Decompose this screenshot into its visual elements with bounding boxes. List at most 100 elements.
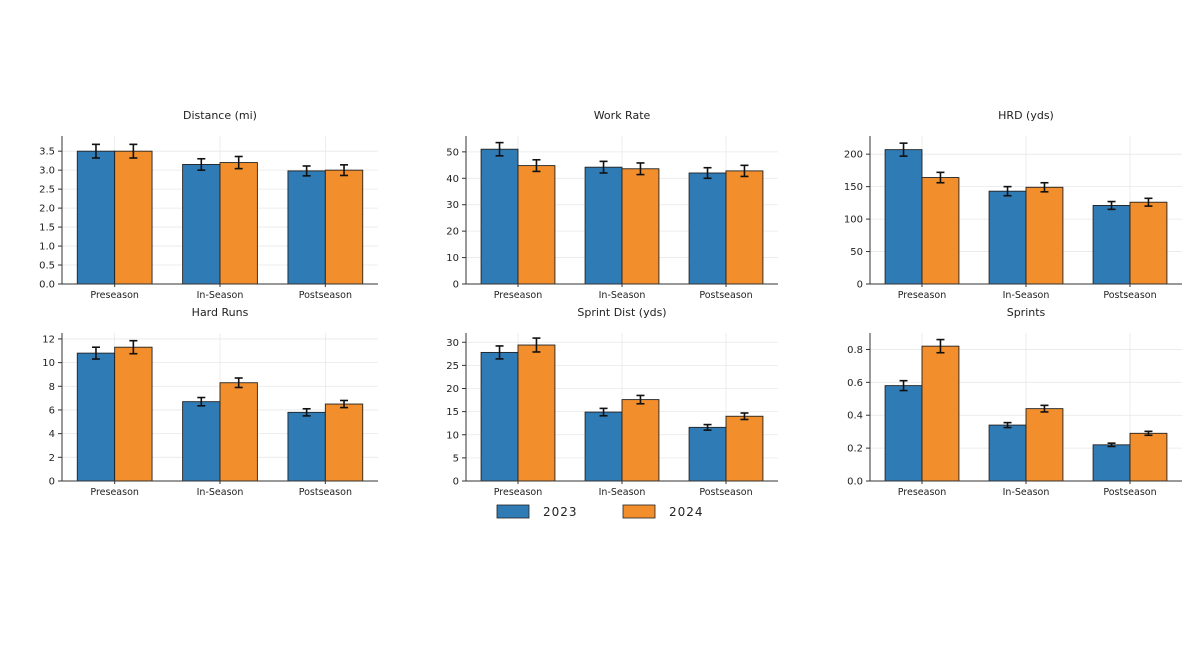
y-tick-label: 12 <box>42 334 55 345</box>
y-tick-label: 50 <box>850 247 863 258</box>
bar-2024-preseason <box>921 345 960 482</box>
bar-2024-postseason <box>725 170 764 285</box>
x-tick-label: Preseason <box>494 290 543 301</box>
bar-2023-in-season <box>182 164 221 285</box>
y-tick-label: 50 <box>446 147 459 158</box>
y-tick-label: 10 <box>446 430 459 441</box>
bar-2023-postseason <box>1092 205 1131 285</box>
chart-panel: 0 2 4 6 8 10 12 Preseason In-Season Postseason Har… <box>42 306 378 498</box>
legend-swatch-2024 <box>622 504 656 519</box>
y-tick-label: 0.5 <box>39 261 55 272</box>
bar-2024-preseason <box>517 344 556 482</box>
bar-2023-preseason <box>884 385 923 482</box>
bar-2023-postseason <box>287 170 326 285</box>
bar-2024-postseason <box>324 403 364 482</box>
bar-2023-in-season <box>584 166 623 285</box>
chart-panel: 0 5 10 15 20 25 30 Preseason In-Season Postseason… <box>446 306 778 498</box>
y-tick-label: 30 <box>446 200 459 211</box>
x-tick-label: Preseason <box>494 487 543 498</box>
x-tick-label: Preseason <box>898 290 947 301</box>
x-tick-label: Postseason <box>299 290 352 301</box>
x-tick-label: In-Season <box>1003 290 1050 301</box>
bar-2024-in-season <box>621 399 660 482</box>
chart-panel: 0.0 0.2 0.4 0.6 0.8 Preseason In-Season Postsea… <box>847 306 1182 498</box>
bar-2023-in-season <box>584 411 623 482</box>
y-tick-label: 2.5 <box>39 185 55 196</box>
legend: 2023 2024 <box>496 504 704 519</box>
y-tick-label: 2 <box>49 453 55 464</box>
bar-2024-preseason <box>921 177 960 285</box>
legend-swatch-2023 <box>496 504 530 519</box>
y-tick-label: 0.0 <box>39 280 55 291</box>
x-tick-label: Postseason <box>699 290 752 301</box>
y-tick-label: 150 <box>844 182 863 193</box>
y-tick-label: 0 <box>453 477 459 488</box>
x-tick-label: In-Season <box>197 290 244 301</box>
bar-2024-preseason <box>114 150 153 285</box>
x-tick-label: Postseason <box>699 487 752 498</box>
bar-2024-in-season <box>1025 408 1064 482</box>
bar-2024-postseason <box>1129 201 1168 285</box>
x-tick-label: In-Season <box>1003 487 1050 498</box>
chart-panels: 0.0 0.5 1.0 1.5 2.0 2.5 3.0 3.5 Preseason In-Seas… <box>39 109 1182 498</box>
y-tick-label: 4 <box>49 429 55 440</box>
y-tick-label: 2.0 <box>39 204 55 215</box>
bar-2024-in-season <box>621 168 660 285</box>
x-tick-label: Postseason <box>1103 487 1156 498</box>
x-tick-label: Preseason <box>90 487 139 498</box>
bar-2023-postseason <box>287 411 326 482</box>
bar-2023-preseason <box>480 148 519 285</box>
y-tick-label: 0 <box>857 280 863 291</box>
y-tick-label: 0 <box>453 280 459 291</box>
y-tick-label: 10 <box>42 358 55 369</box>
x-tick-label: Preseason <box>90 290 139 301</box>
chart-panel: 0 10 20 30 40 50 Preseason In-Season Postseason W… <box>446 109 778 301</box>
y-tick-label: 40 <box>446 174 459 185</box>
panel-title: Work Rate <box>594 109 651 122</box>
bar-2023-postseason <box>1092 444 1131 482</box>
x-tick-label: In-Season <box>599 487 646 498</box>
x-tick-label: In-Season <box>197 487 244 498</box>
legend-label-2024: 2024 <box>669 505 704 519</box>
bar-2023-preseason <box>884 149 923 285</box>
panel-title: HRD (yds) <box>998 109 1054 122</box>
y-tick-label: 1.0 <box>39 242 55 253</box>
y-tick-label: 10 <box>446 253 459 264</box>
bar-2023-in-season <box>988 424 1027 482</box>
y-tick-label: 20 <box>446 384 459 395</box>
x-tick-label: In-Season <box>599 290 646 301</box>
panel-title: Distance (mi) <box>183 109 257 122</box>
y-tick-label: 30 <box>446 338 459 349</box>
y-tick-label: 0.6 <box>847 378 863 389</box>
bar-2023-postseason <box>688 426 727 482</box>
x-tick-label: Preseason <box>898 487 947 498</box>
bar-2023-in-season <box>182 401 221 482</box>
y-tick-label: 0.4 <box>847 411 863 422</box>
chart-panel: 0 50 100 150 200 Preseason In-Season Postseason… <box>844 109 1182 301</box>
bar-2023-postseason <box>688 172 727 285</box>
x-tick-label: Postseason <box>1103 290 1156 301</box>
y-tick-label: 5 <box>453 453 459 464</box>
bar-2024-in-season <box>219 162 258 285</box>
y-tick-label: 0.0 <box>847 477 863 488</box>
x-tick-label: Postseason <box>299 487 352 498</box>
panel-title: Sprint Dist (yds) <box>577 306 666 319</box>
bar-2023-in-season <box>988 190 1027 285</box>
y-tick-label: 0 <box>49 477 55 488</box>
bar-2024-postseason <box>725 415 764 482</box>
y-tick-label: 3.0 <box>39 166 55 177</box>
bar-2024-preseason <box>114 346 153 482</box>
y-tick-label: 6 <box>49 405 55 416</box>
bar-2024-postseason <box>324 169 364 285</box>
y-tick-label: 100 <box>844 215 863 226</box>
y-tick-label: 0.8 <box>847 345 863 356</box>
bar-2023-preseason <box>480 351 519 482</box>
bar-2024-in-season <box>1025 186 1064 285</box>
bar-2024-in-season <box>219 382 258 482</box>
bar-2023-preseason <box>76 150 116 285</box>
bar-2023-preseason <box>76 352 116 482</box>
chart-panel: 0.0 0.5 1.0 1.5 2.0 2.5 3.0 3.5 Preseason In-Seas… <box>39 109 378 301</box>
bar-2024-postseason <box>1129 432 1168 482</box>
bar-2024-preseason <box>517 165 556 285</box>
